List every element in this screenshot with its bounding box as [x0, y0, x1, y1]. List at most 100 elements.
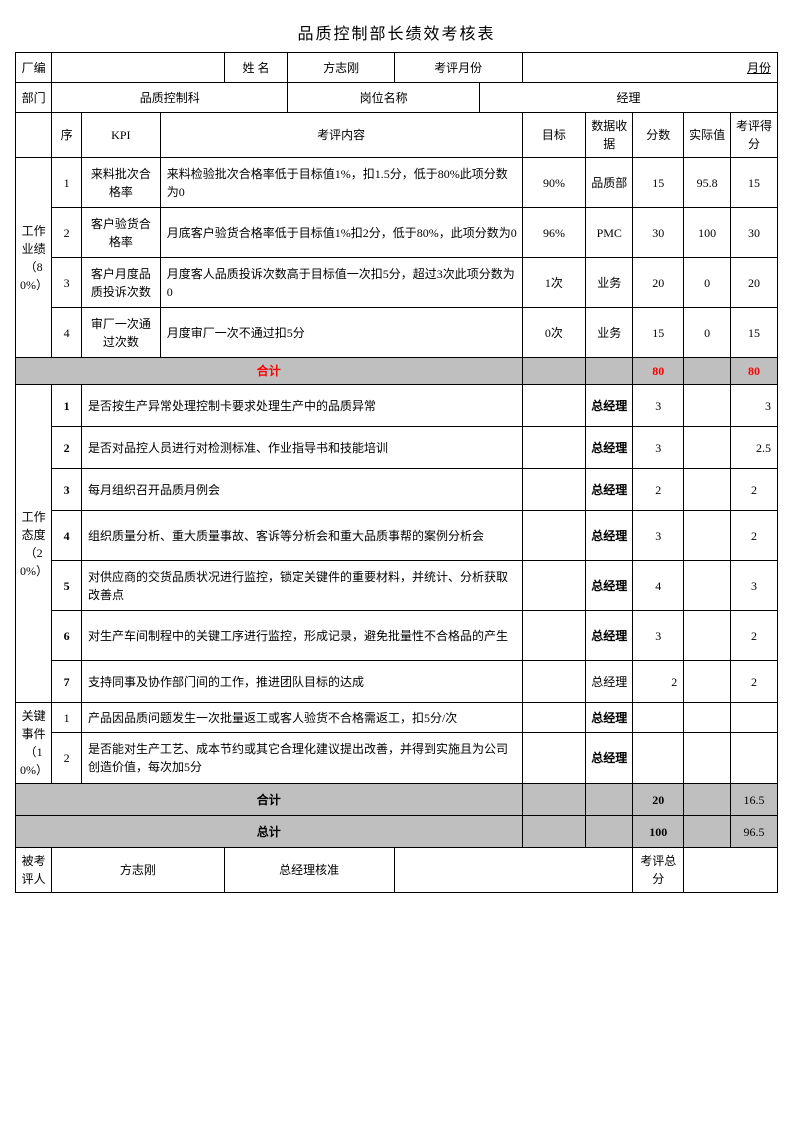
- s2-r1-seq: 1: [52, 385, 82, 427]
- blank: [522, 784, 586, 816]
- s1-r4-actual: 0: [684, 308, 731, 358]
- s2-r5-seq: 5: [52, 561, 82, 611]
- s1-r2-score: 30: [633, 208, 684, 258]
- blank: [522, 469, 586, 511]
- s2-r3-content: 每月组织召开品质月例会: [81, 469, 522, 511]
- s2-r1-actual: [684, 385, 731, 427]
- s2-r4-seq: 4: [52, 511, 82, 561]
- blank: [586, 816, 633, 848]
- s1-r1-kpi: 来料批次合格率: [81, 158, 160, 208]
- s1-r2-source: PMC: [586, 208, 633, 258]
- s2-r5-eval: 3: [731, 561, 778, 611]
- col-source: 数据收据: [586, 113, 633, 158]
- s1-r1-source: 品质部: [586, 158, 633, 208]
- total-eval: 96.5: [731, 816, 778, 848]
- s3-r2-score: [633, 733, 684, 784]
- blank: [522, 611, 586, 661]
- section1-label: 工作业绩（80%）: [16, 158, 52, 358]
- factory-label: 厂编: [16, 53, 52, 83]
- s2-r3-actual: [684, 469, 731, 511]
- s1-r4-score: 15: [633, 308, 684, 358]
- blank-cell: [16, 113, 52, 158]
- s2-r6-content: 对生产车间制程中的关键工序进行监控，形成记录，避免批量性不合格品的产生: [81, 611, 522, 661]
- s2-r4-actual: [684, 511, 731, 561]
- blank: [522, 561, 586, 611]
- s1-r2-actual: 100: [684, 208, 731, 258]
- blank: [522, 511, 586, 561]
- s2-r6-actual: [684, 611, 731, 661]
- reviewee-value: 方志刚: [52, 848, 224, 893]
- s2-r7-content: 支持同事及协作部门间的工作，推进团队目标的达成: [81, 661, 522, 703]
- s2-r2-seq: 2: [52, 427, 82, 469]
- month-value: 月份: [522, 53, 777, 83]
- s1-r1-score: 15: [633, 158, 684, 208]
- s1-r1-target: 90%: [522, 158, 586, 208]
- s3-r2-eval: [731, 733, 778, 784]
- s2-r4-source: 总经理: [586, 511, 633, 561]
- s1-r1-content: 来料检验批次合格率低于目标值1%，扣1.5分，低于80%此项分数为0: [160, 158, 522, 208]
- s3-r1-seq: 1: [52, 703, 82, 733]
- dept-value: 品质控制科: [52, 83, 288, 113]
- s2-r6-source: 总经理: [586, 611, 633, 661]
- blank: [684, 784, 731, 816]
- s2-r7-source: 总经理: [586, 661, 633, 703]
- blank: [684, 358, 731, 385]
- blank: [586, 784, 633, 816]
- name-value: 方志刚: [288, 53, 394, 83]
- s2-r1-source: 总经理: [586, 385, 633, 427]
- blank: [522, 385, 586, 427]
- s1-r1-eval: 15: [731, 158, 778, 208]
- s2-r2-score: 3: [633, 427, 684, 469]
- s2-r6-score: 3: [633, 611, 684, 661]
- section3-label: 关键事件（10%）: [16, 703, 52, 784]
- s2-r3-score: 2: [633, 469, 684, 511]
- blank: [522, 661, 586, 703]
- s1-r4-eval: 15: [731, 308, 778, 358]
- s2-r5-content: 对供应商的交货品质状况进行监控，锁定关键件的重要材料，并统计、分析获取改善点: [81, 561, 522, 611]
- s1-r4-kpi: 审厂一次通过次数: [81, 308, 160, 358]
- subtotal-label: 合计: [16, 784, 523, 816]
- s3-r1-source: 总经理: [586, 703, 633, 733]
- blank: [522, 427, 586, 469]
- s2-r7-eval: 2: [731, 661, 778, 703]
- performance-table: 厂编 姓 名 方志刚 考评月份 月份 部门 品质控制科 岗位名称 经理 序 KP…: [15, 52, 778, 893]
- col-content: 考评内容: [160, 113, 522, 158]
- s1-r2-target: 96%: [522, 208, 586, 258]
- s1-r4-target: 0次: [522, 308, 586, 358]
- s1-subtotal-eval: 80: [731, 358, 778, 385]
- post-value: 经理: [479, 83, 777, 113]
- subtotal-eval: 16.5: [731, 784, 778, 816]
- s1-r2-kpi: 客户验货合格率: [81, 208, 160, 258]
- s2-r4-eval: 2: [731, 511, 778, 561]
- s2-r7-actual: [684, 661, 731, 703]
- col-seq: 序: [52, 113, 82, 158]
- blank: [522, 816, 586, 848]
- month-label: 考评月份: [394, 53, 522, 83]
- s1-r3-actual: 0: [684, 258, 731, 308]
- s1-r3-seq: 3: [52, 258, 82, 308]
- s1-r2-eval: 30: [731, 208, 778, 258]
- s2-r7-seq: 7: [52, 661, 82, 703]
- s2-r1-eval: 3: [731, 385, 778, 427]
- s2-r7-score: 2: [633, 661, 684, 703]
- total-label: 总计: [16, 816, 523, 848]
- s2-r1-content: 是否按生产异常处理控制卡要求处理生产中的品质异常: [81, 385, 522, 427]
- subtotal-score: 20: [633, 784, 684, 816]
- s2-r1-score: 3: [633, 385, 684, 427]
- section2-label: 工作态度（20%）: [16, 385, 52, 703]
- s3-r2-source: 总经理: [586, 733, 633, 784]
- s2-r2-source: 总经理: [586, 427, 633, 469]
- s2-r3-seq: 3: [52, 469, 82, 511]
- s1-r4-seq: 4: [52, 308, 82, 358]
- name-label: 姓 名: [224, 53, 288, 83]
- s1-r2-seq: 2: [52, 208, 82, 258]
- s3-r1-score: [633, 703, 684, 733]
- post-label: 岗位名称: [288, 83, 480, 113]
- s2-r3-source: 总经理: [586, 469, 633, 511]
- s3-r2-seq: 2: [52, 733, 82, 784]
- s1-subtotal-score: 80: [633, 358, 684, 385]
- s2-r5-actual: [684, 561, 731, 611]
- s3-r1-content: 产品因品质问题发生一次批量返工或客人验货不合格需返工，扣5分/次: [81, 703, 522, 733]
- reviewee-label: 被考评人: [16, 848, 52, 893]
- s2-r4-score: 3: [633, 511, 684, 561]
